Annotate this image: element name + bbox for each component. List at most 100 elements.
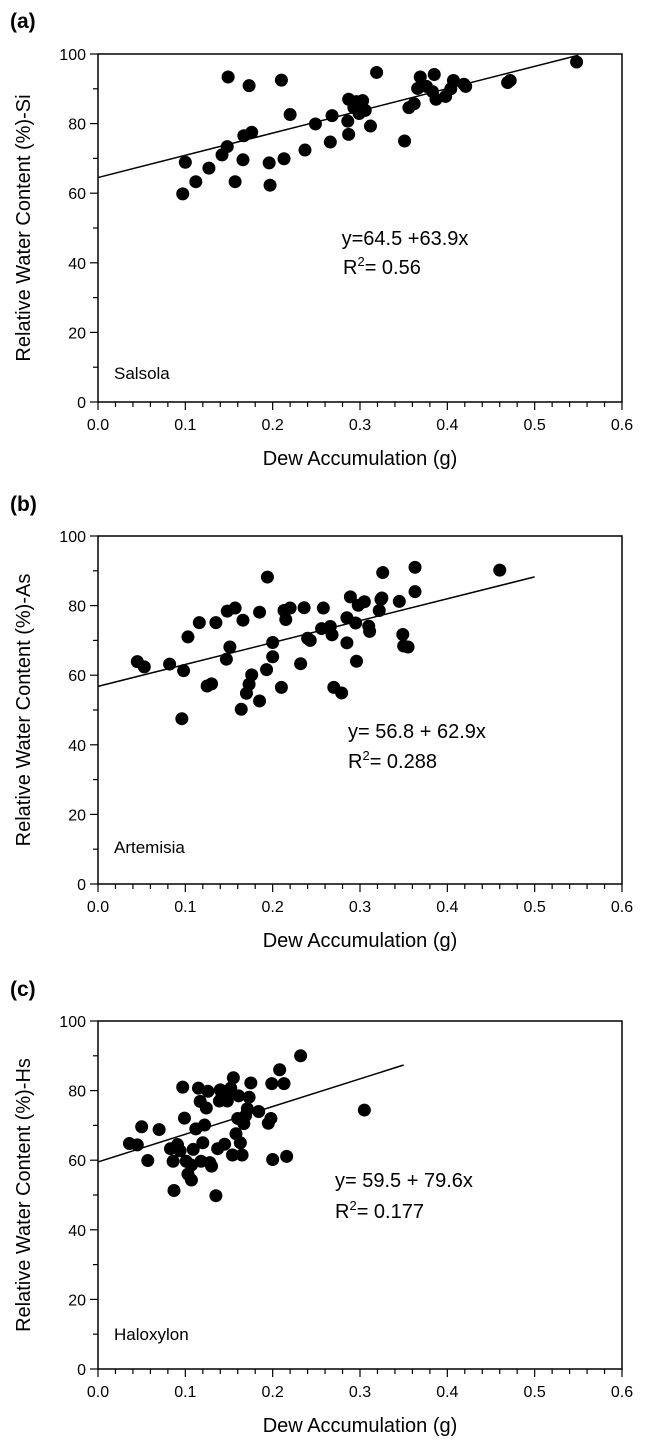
data-point bbox=[218, 1137, 232, 1151]
x-tick-label: 0.5 bbox=[524, 899, 546, 916]
data-point bbox=[357, 595, 371, 609]
y-axis-title: Relative Water Content (%)-As bbox=[13, 574, 35, 847]
data-point bbox=[263, 178, 277, 192]
data-point bbox=[357, 1103, 371, 1117]
data-point bbox=[427, 68, 441, 82]
regression-equation: y=64.5 +63.9x bbox=[342, 228, 469, 250]
data-point bbox=[186, 1142, 200, 1156]
data-point bbox=[376, 566, 390, 580]
data-point bbox=[163, 657, 177, 671]
data-point bbox=[266, 650, 280, 664]
y-tick-label: 40 bbox=[68, 738, 86, 755]
data-point bbox=[342, 127, 356, 141]
r-squared-symbol: R bbox=[343, 257, 357, 279]
data-point bbox=[277, 1077, 291, 1091]
y-axis-title: Relative Water Content (%)-Si bbox=[13, 94, 35, 361]
data-point bbox=[235, 1148, 249, 1162]
data-point bbox=[181, 630, 195, 644]
data-point bbox=[130, 1138, 144, 1152]
r-squared-label: R2= 0.288 bbox=[348, 748, 437, 773]
data-point bbox=[413, 70, 427, 84]
x-tick-label: 0.6 bbox=[611, 899, 633, 916]
data-point bbox=[242, 79, 256, 93]
data-point bbox=[363, 624, 377, 638]
y-tick-label: 80 bbox=[68, 117, 86, 134]
data-point bbox=[245, 668, 259, 682]
y-tick-label: 60 bbox=[68, 668, 86, 685]
data-point bbox=[225, 1148, 239, 1162]
species-label: Haloxylon bbox=[114, 1325, 189, 1344]
data-point bbox=[176, 187, 190, 201]
r-squared-label: R2= 0.177 bbox=[335, 1198, 424, 1223]
data-point bbox=[503, 73, 517, 87]
x-axis-title: Dew Accumulation (g) bbox=[263, 930, 458, 952]
data-point bbox=[274, 680, 288, 694]
data-point bbox=[205, 1159, 219, 1173]
x-tick-label: 0.6 bbox=[611, 1384, 633, 1401]
data-point bbox=[228, 175, 242, 189]
x-tick-label: 0.4 bbox=[436, 1384, 458, 1401]
x-tick-label: 0.2 bbox=[262, 417, 284, 434]
y-tick-label: 100 bbox=[59, 47, 86, 64]
data-point bbox=[198, 1118, 212, 1132]
data-point bbox=[407, 97, 421, 111]
data-point bbox=[392, 594, 406, 608]
data-point bbox=[236, 613, 250, 627]
data-point bbox=[446, 73, 460, 87]
data-point bbox=[294, 657, 308, 671]
data-point bbox=[398, 134, 412, 148]
data-point bbox=[196, 1136, 210, 1150]
data-point bbox=[178, 155, 192, 169]
data-point bbox=[233, 1136, 247, 1150]
y-tick-label: 60 bbox=[68, 186, 86, 203]
data-point bbox=[236, 153, 250, 167]
data-point bbox=[135, 1120, 149, 1134]
data-point bbox=[325, 109, 339, 123]
species-label: Artemisia bbox=[114, 838, 185, 857]
x-tick-label: 0.3 bbox=[349, 417, 371, 434]
data-point bbox=[459, 79, 473, 93]
data-point bbox=[340, 636, 354, 650]
panel-label: (b) bbox=[10, 493, 37, 516]
data-point bbox=[177, 664, 191, 678]
data-point bbox=[223, 640, 237, 654]
data-point bbox=[316, 601, 330, 615]
x-axis-title: Dew Accumulation (g) bbox=[263, 448, 458, 470]
data-point bbox=[349, 616, 363, 630]
data-point bbox=[192, 616, 206, 630]
data-point bbox=[234, 702, 248, 716]
y-tick-label: 60 bbox=[68, 1153, 86, 1170]
data-point bbox=[294, 1049, 308, 1063]
data-point bbox=[242, 1090, 256, 1104]
x-tick-label: 0.6 bbox=[611, 417, 633, 434]
data-point bbox=[177, 1111, 191, 1125]
data-point bbox=[370, 65, 384, 79]
data-point bbox=[264, 1111, 278, 1125]
regression-equation: y= 59.5 + 79.6x bbox=[335, 1170, 473, 1192]
data-point bbox=[252, 1104, 266, 1118]
data-point bbox=[396, 627, 410, 641]
x-tick-label: 0.4 bbox=[436, 417, 458, 434]
data-point bbox=[253, 694, 267, 708]
y-tick-label: 0 bbox=[77, 1362, 86, 1379]
data-point bbox=[350, 654, 364, 668]
data-point bbox=[205, 677, 219, 691]
data-point bbox=[266, 1153, 280, 1167]
data-point bbox=[209, 616, 223, 630]
y-tick-label: 20 bbox=[68, 1292, 86, 1309]
data-point bbox=[266, 635, 280, 649]
data-point bbox=[253, 605, 267, 619]
data-point bbox=[176, 1080, 190, 1094]
data-point bbox=[232, 1089, 246, 1103]
data-point bbox=[570, 55, 584, 69]
y-tick-label: 0 bbox=[77, 395, 86, 412]
data-point bbox=[280, 1149, 294, 1163]
chart-panel-b: (b) 0.0 0.1 0.2 0.3 0.4 0.5 0.6 0 20 40 60 80 100 Dew … bbox=[10, 493, 633, 952]
data-point bbox=[372, 603, 386, 617]
data-point bbox=[265, 1077, 279, 1091]
y-axis-title: Relative Water Content (%)-Hs bbox=[13, 1058, 35, 1332]
data-point bbox=[408, 560, 422, 574]
data-point bbox=[202, 161, 216, 175]
panel-label: (a) bbox=[10, 10, 36, 33]
data-point bbox=[244, 1076, 258, 1090]
